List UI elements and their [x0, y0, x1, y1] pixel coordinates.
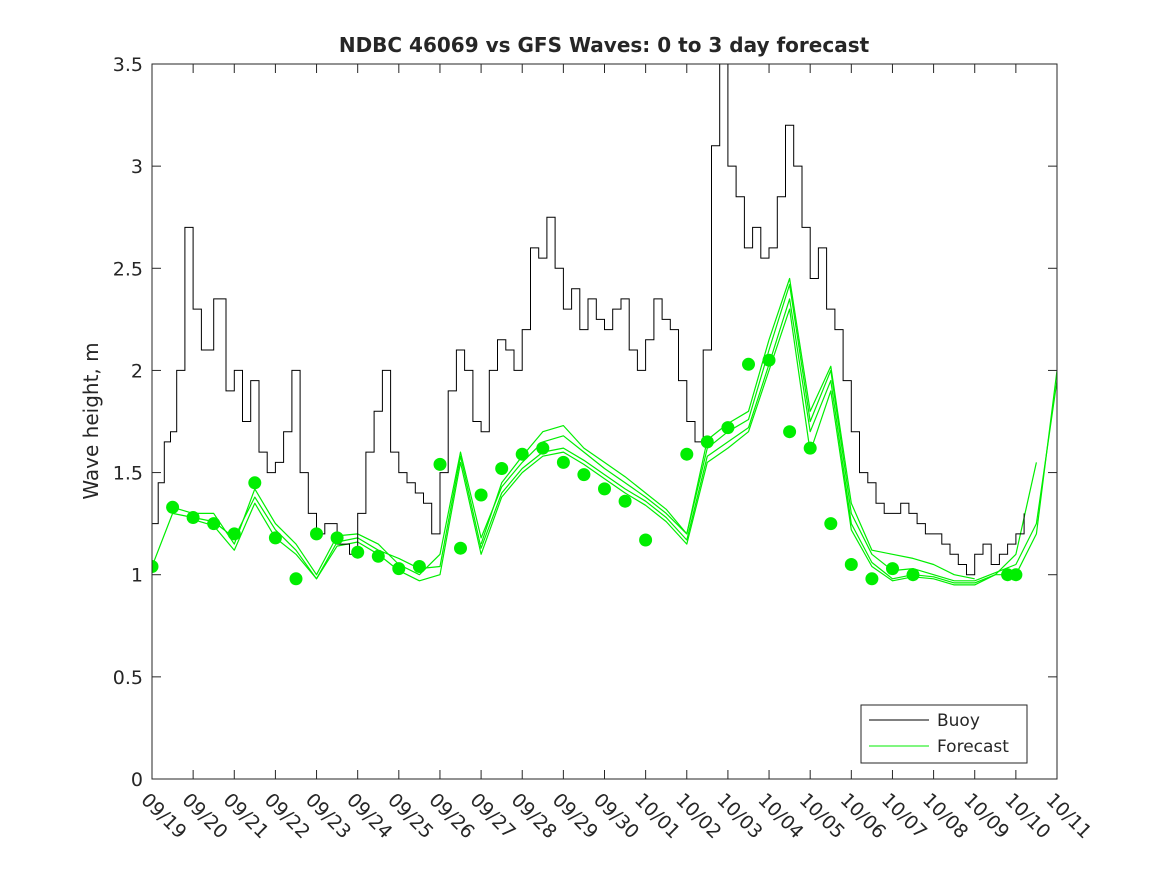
y-axis-label: Wave height, m [79, 342, 103, 499]
chart-title: NDBC 46069 vs GFS Waves: 0 to 3 day fore… [339, 33, 870, 57]
legend-box [860, 704, 1028, 764]
forecast-marker [577, 468, 591, 482]
forecast-marker [515, 447, 529, 461]
y-tick-label: 2 [131, 360, 143, 382]
legend: Buoy Forecast [860, 704, 1028, 764]
plot-series-group [152, 64, 1057, 586]
forecast-marker [783, 425, 797, 439]
y-tick-label: 0.5 [113, 667, 143, 689]
forecast-line-1 [152, 298, 1057, 584]
forecast-marker [412, 560, 426, 573]
y-tick-label: 2.5 [113, 258, 143, 280]
forecast-marker [268, 531, 282, 545]
y-tick-label: 1.5 [113, 463, 143, 485]
forecast-marker [865, 572, 879, 586]
forecast-marker [536, 441, 550, 455]
forecast-marker [1009, 568, 1023, 582]
forecast-marker [906, 568, 920, 582]
forecast-line-3 [192, 308, 1037, 586]
buoy-line [152, 64, 1025, 576]
legend-forecast-label: Forecast [937, 737, 1009, 757]
y-tick-label: 3.5 [113, 54, 143, 76]
forecast-marker [166, 500, 180, 514]
forecast-marker [762, 353, 776, 367]
forecast-marker [639, 533, 653, 547]
forecast-marker [207, 517, 221, 531]
forecast-marker [392, 562, 406, 576]
forecast-marker [803, 441, 817, 455]
forecast-marker [618, 494, 632, 508]
y-tick-label: 0 [131, 769, 143, 791]
forecast-marker [289, 572, 303, 586]
forecast-marker [248, 476, 262, 490]
forecast-marker [310, 527, 323, 541]
forecast-marker [495, 462, 509, 475]
forecast-marker [454, 541, 467, 555]
forecast-marker [433, 457, 447, 471]
forecast-marker [152, 560, 159, 573]
forecast-marker [844, 558, 858, 571]
forecast-marker [556, 455, 570, 469]
forecast-marker [227, 527, 241, 541]
forecast-marker [351, 545, 365, 559]
forecast-marker [700, 435, 714, 449]
plot-area [152, 64, 1057, 586]
forecast-marker [330, 531, 344, 545]
forecast-marker [186, 511, 200, 524]
forecast-marker [824, 517, 838, 531]
forecast-marker [742, 357, 755, 371]
forecast-line-2 [172, 284, 1057, 582]
forecast-marker [721, 421, 735, 435]
y-tick-label: 1 [131, 565, 143, 587]
forecast-marker [598, 482, 611, 496]
forecast-marker [886, 562, 899, 576]
legend-buoy-label: Buoy [937, 711, 980, 731]
y-tick-label: 3 [131, 156, 143, 178]
forecast-marker [474, 488, 488, 502]
forecast-marker [371, 549, 385, 563]
forecast-marker [680, 447, 694, 461]
